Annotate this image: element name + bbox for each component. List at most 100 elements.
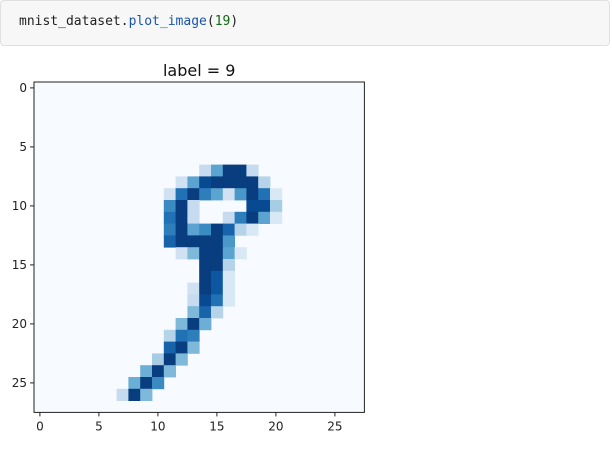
pixel-cell: [258, 211, 271, 224]
pixel-cell: [187, 176, 200, 189]
pixel-cell: [187, 341, 200, 354]
pixel-cell: [175, 223, 188, 236]
pixel-cell: [175, 176, 188, 189]
pixel-cell: [246, 211, 259, 224]
pixel-cell: [234, 176, 247, 189]
pixel-cell: [187, 235, 200, 248]
pixel-cell: [199, 282, 212, 295]
chart-title: label = 9: [163, 61, 235, 80]
pixel-cell: [258, 200, 271, 213]
pixel-cell: [175, 247, 188, 260]
pixel-cell: [163, 211, 176, 224]
pixel-cell: [199, 223, 212, 236]
pixel-cell: [211, 294, 224, 307]
x-tick-label: 20: [268, 419, 283, 433]
pixel-cell: [187, 223, 200, 236]
pixel-cell: [211, 164, 224, 177]
pixel-cell: [246, 188, 259, 201]
pixel-cell: [234, 164, 247, 177]
pixel-cell: [187, 282, 200, 295]
pixel-cell: [163, 235, 176, 248]
pixel-cell: [163, 188, 176, 201]
pixel-cell: [211, 235, 224, 248]
pixel-cell: [128, 388, 141, 401]
x-tick-label: 10: [150, 419, 165, 433]
pixel-cell: [246, 200, 259, 213]
y-axis: 0 5 10 15 20 25: [12, 81, 34, 390]
pixel-cell: [199, 247, 212, 260]
pixel-cell: [211, 247, 224, 260]
pixel-cell: [175, 329, 188, 342]
pixel-cell: [211, 223, 224, 236]
pixel-cell: [222, 294, 235, 307]
code-argument: 19: [214, 14, 231, 29]
pixel-cell: [187, 318, 200, 331]
pixel-cell: [222, 164, 235, 177]
pixel-cell: [163, 223, 176, 236]
code-method: plot_image: [128, 14, 207, 29]
pixel-cell: [246, 164, 259, 177]
y-tick-label: 10: [12, 199, 27, 213]
output-area: label = 9 0 5 10 15 20 25 0 5 10 15 20 25: [0, 52, 612, 446]
code-object: mnist_dataset: [19, 14, 121, 29]
pixel-cell: [222, 188, 235, 201]
pixel-cell: [140, 365, 153, 378]
pixel-cell: [211, 270, 224, 283]
pixel-cell: [175, 200, 188, 213]
pixel-cell: [187, 200, 200, 213]
pixel-cell: [199, 294, 212, 307]
y-tick-label: 0: [19, 81, 27, 95]
pixel-cell: [175, 318, 188, 331]
y-tick-label: 25: [12, 376, 27, 390]
pixel-cell: [211, 282, 224, 295]
pixel-cell: [140, 388, 153, 401]
pixel-cell: [175, 341, 188, 354]
code-line[interactable]: mnist_dataset.plot_image(19): [19, 14, 238, 29]
pixel-cell: [199, 176, 212, 189]
code-dot: .: [120, 14, 129, 29]
pixel-cell: [246, 176, 259, 189]
pixel-cell: [199, 270, 212, 283]
y-tick-label: 5: [19, 140, 27, 154]
pixel-cell: [222, 211, 235, 224]
pixel-cell: [222, 223, 235, 236]
x-axis: 0 5 10 15 20 25: [36, 412, 343, 433]
pixel-cell: [187, 306, 200, 319]
y-tick-label: 20: [12, 317, 27, 331]
pixel-cell: [116, 388, 129, 401]
pixel-cell: [211, 176, 224, 189]
code-open-paren: (: [206, 14, 215, 29]
pixel-cell: [222, 259, 235, 272]
pixel-cell: [199, 188, 212, 201]
pixel-cell: [246, 223, 259, 236]
pixel-cell: [258, 188, 271, 201]
x-tick-label: 25: [327, 419, 342, 433]
pixel-cell: [152, 353, 165, 366]
pixel-cell: [234, 188, 247, 201]
pixel-cell: [187, 329, 200, 342]
pixel-cell: [234, 223, 247, 236]
pixel-cell: [234, 211, 247, 224]
pixel-cell: [222, 270, 235, 283]
code-close-paren: ): [230, 14, 239, 29]
pixel-cell: [175, 353, 188, 366]
pixel-cell: [199, 259, 212, 272]
code-cell[interactable]: mnist_dataset.plot_image(19): [0, 0, 610, 46]
pixel-cell: [175, 188, 188, 201]
pixel-cell: [199, 164, 212, 177]
pixel-cell: [140, 377, 153, 390]
pixel-cell: [270, 188, 283, 201]
pixel-cell: [187, 188, 200, 201]
pixel-cell: [258, 176, 271, 189]
pixel-cell: [163, 329, 176, 342]
pixel-cell: [163, 365, 176, 378]
image-plot: label = 9 0 5 10 15 20 25 0 5 10 15 20 25: [12, 61, 365, 433]
pixel-cell: [270, 211, 283, 224]
pixel-cell: [128, 377, 141, 390]
pixel-cell: [152, 377, 165, 390]
pixel-cell: [187, 294, 200, 307]
pixel-cell: [163, 341, 176, 354]
pixel-cell: [163, 200, 176, 213]
pixel-cell: [152, 365, 165, 378]
pixel-cell: [270, 200, 283, 213]
